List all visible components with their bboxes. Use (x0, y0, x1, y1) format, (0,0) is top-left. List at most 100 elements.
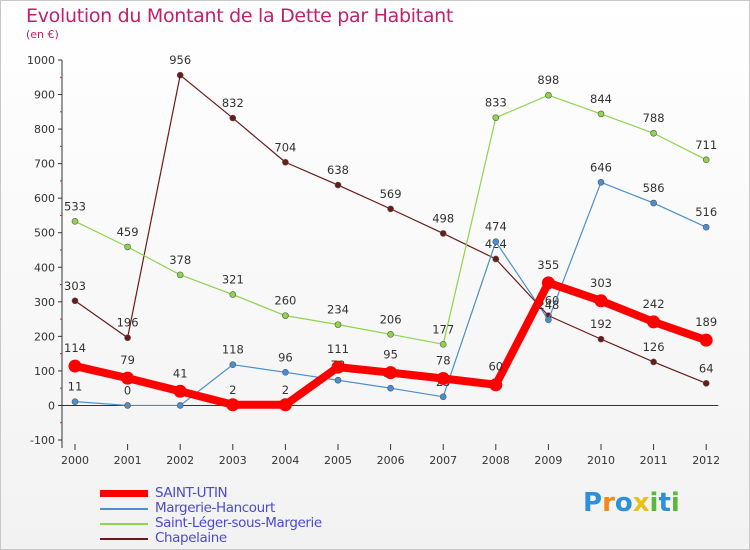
data-point (597, 110, 605, 118)
data-label: 206 (380, 312, 402, 326)
data-label: 11 (68, 380, 83, 394)
data-label: 586 (643, 181, 665, 195)
data-point (439, 230, 447, 237)
data-label: 96 (278, 350, 293, 364)
data-point (229, 114, 237, 122)
data-point (176, 71, 184, 79)
data-label: 459 (117, 225, 139, 239)
x-tick-label: 2002 (166, 454, 194, 467)
x-tick-label: 2011 (640, 454, 668, 467)
data-point (334, 321, 342, 328)
data-label: 378 (169, 253, 191, 267)
data-point (545, 91, 552, 99)
data-point (124, 334, 131, 342)
data-label: 41 (173, 366, 188, 380)
y-tick-label: 200 (34, 330, 55, 343)
data-label: 126 (643, 340, 665, 354)
legend-label: SAINT-UTIN (155, 485, 228, 501)
x-tick-label: 2012 (692, 454, 720, 467)
data-point (176, 271, 184, 279)
data-label: 844 (590, 92, 612, 106)
data-point (650, 129, 657, 137)
data-point (124, 402, 131, 409)
data-label: 0 (124, 383, 131, 397)
data-label: 956 (169, 53, 191, 67)
y-tick-label: 500 (34, 227, 55, 240)
data-point (124, 243, 131, 251)
y-tick-label: 900 (34, 89, 55, 102)
legend-label: Margerie-Hancourt (155, 500, 275, 516)
data-label: 2 (282, 383, 289, 397)
legend-swatch (100, 523, 148, 525)
data-point (436, 372, 450, 386)
data-point (597, 335, 605, 343)
data-label: 646 (590, 160, 612, 174)
data-point (331, 360, 345, 374)
data-label: 260 (274, 294, 296, 308)
data-label: 111 (327, 342, 349, 356)
logo-letter: i (670, 488, 680, 518)
legend-label: Chapelaine (155, 530, 227, 546)
data-point (597, 178, 605, 186)
data-label: 832 (222, 96, 244, 110)
data-label: 833 (485, 96, 507, 110)
data-point (282, 158, 289, 166)
y-tick-label: 400 (34, 261, 55, 274)
x-tick-label: 2006 (377, 454, 405, 467)
data-label: 788 (643, 111, 665, 125)
data-point (68, 359, 82, 373)
logo-letter: t (658, 488, 671, 518)
data-label: 189 (695, 315, 717, 329)
legend-swatch (100, 538, 148, 540)
data-label: 516 (695, 205, 717, 219)
data-label: 355 (537, 258, 559, 272)
data-label: 638 (327, 163, 349, 177)
chart-subtitle: (en €) (26, 28, 59, 41)
data-point (594, 294, 608, 308)
data-point (71, 297, 79, 305)
y-tick-label: -100 (30, 434, 55, 447)
data-label: 60 (488, 360, 503, 374)
data-label: 898 (537, 73, 559, 87)
data-point (334, 181, 342, 189)
data-label: 234 (327, 303, 349, 317)
proxiti-logo: Proxiti (583, 488, 680, 518)
legend-label: Saint-Léger-sous-Margerie (155, 515, 322, 531)
data-label: 114 (64, 341, 86, 355)
data-label: 192 (590, 317, 612, 331)
data-point (282, 368, 289, 376)
data-label: 196 (117, 316, 139, 330)
data-label: 321 (222, 273, 244, 287)
x-tick-label: 2009 (534, 454, 562, 467)
data-label: 2 (229, 383, 236, 397)
data-point (384, 366, 398, 380)
data-label: 533 (64, 199, 86, 213)
y-tick-label: 300 (34, 296, 55, 309)
data-point (226, 398, 240, 412)
x-tick-label: 2004 (271, 454, 299, 467)
data-label: 474 (485, 220, 507, 234)
data-point (439, 341, 447, 348)
x-tick-label: 2010 (587, 454, 615, 467)
data-point (541, 276, 555, 290)
data-point (229, 361, 237, 368)
legend-swatch (100, 490, 148, 497)
data-point (334, 376, 342, 384)
data-point (278, 398, 292, 412)
data-point (439, 393, 447, 401)
logo-letter: r (602, 488, 615, 518)
data-point (650, 358, 657, 366)
y-tick-label: 800 (34, 123, 55, 136)
data-point (699, 333, 713, 347)
data-label: 303 (590, 276, 612, 290)
data-point (176, 402, 184, 409)
data-point (173, 384, 187, 398)
y-tick-label: 1000 (27, 54, 55, 67)
x-tick-label: 2001 (114, 454, 142, 467)
legend-swatch (100, 508, 148, 510)
y-tick-label: 0 (48, 399, 55, 412)
data-point (492, 114, 500, 121)
data-label: 498 (432, 211, 454, 225)
data-point (492, 255, 500, 263)
data-label: 95 (383, 348, 398, 362)
